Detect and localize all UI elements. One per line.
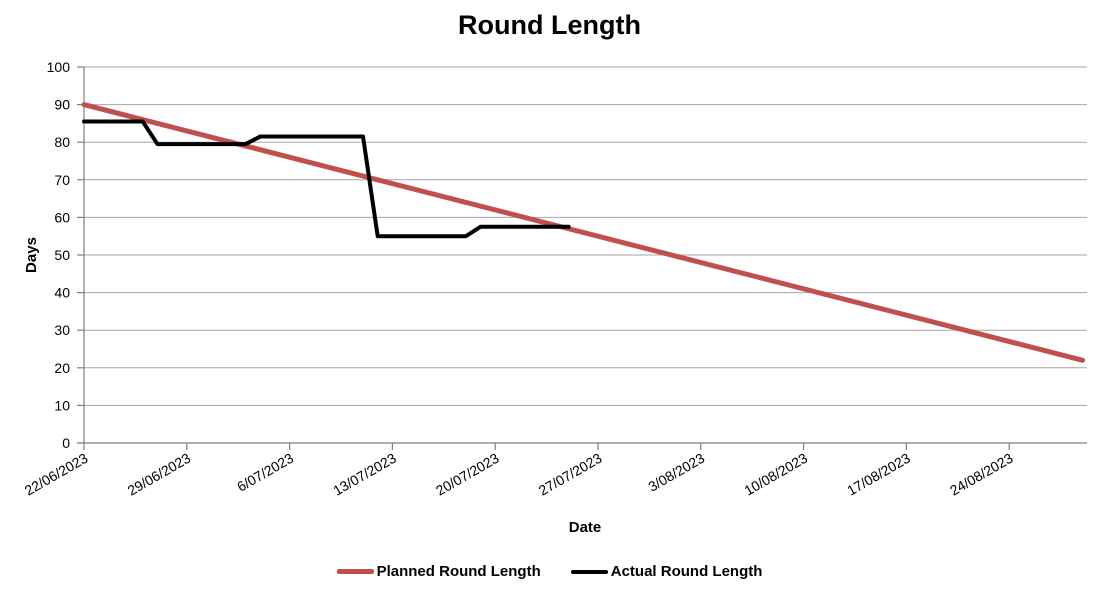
y-tick-label: 10 (54, 397, 70, 413)
x-axis-title: Date (568, 519, 602, 536)
x-tick-label: 22/06/2023 (22, 450, 91, 499)
x-tick-label: 27/07/2023 (536, 450, 605, 499)
y-tick-label: 30 (54, 322, 70, 338)
y-tick-label: 90 (54, 97, 70, 113)
y-tick-label: 0 (62, 435, 70, 451)
x-tick-label: 10/08/2023 (741, 450, 810, 499)
y-axis-title: Days (23, 237, 40, 273)
y-tick-label: 100 (47, 59, 71, 75)
legend-label-actual: Actual Round Length (610, 563, 763, 580)
y-tick-label: 60 (54, 209, 70, 225)
planned-line-swatch (336, 569, 374, 574)
x-tick-label: 3/08/2023 (645, 450, 707, 495)
x-tick-label: 24/08/2023 (947, 450, 1016, 499)
y-tick-label: 80 (54, 134, 70, 150)
x-tick-label: 13/07/2023 (330, 450, 399, 499)
x-tick-label: 6/07/2023 (234, 450, 296, 495)
actual-round-length-line (82, 119, 571, 239)
y-tick-label: 50 (54, 247, 70, 263)
legend: Planned Round Length Actual Round Length (0, 563, 1099, 580)
legend-item-planned: Planned Round Length (336, 563, 541, 580)
planned-round-length-line (81, 102, 1086, 363)
legend-item-actual: Actual Round Length (570, 563, 763, 580)
chart-title: Round Length (458, 10, 641, 40)
x-tick-label: 17/08/2023 (844, 450, 913, 499)
legend-label-planned: Planned Round Length (376, 563, 541, 580)
x-tick-label: 29/06/2023 (125, 450, 194, 499)
actual-line-swatch (570, 569, 608, 574)
y-tick-label: 20 (54, 360, 70, 376)
x-tick-label: 20/07/2023 (433, 450, 502, 499)
y-tick-label: 70 (54, 172, 70, 188)
y-tick-label: 40 (54, 285, 70, 301)
